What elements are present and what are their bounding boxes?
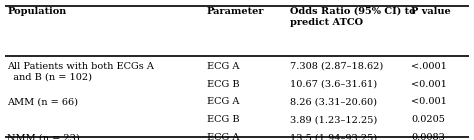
Text: <0.001: <0.001 (411, 97, 447, 106)
Text: ECG B: ECG B (207, 80, 239, 89)
Text: Population: Population (7, 7, 66, 16)
Text: 13.5 (1.94–93.25): 13.5 (1.94–93.25) (291, 133, 378, 140)
Text: P value: P value (411, 7, 451, 16)
Text: Parameter: Parameter (207, 7, 264, 16)
Text: ECG B: ECG B (207, 115, 239, 124)
Text: 8.26 (3.31–20.60): 8.26 (3.31–20.60) (291, 97, 377, 106)
Text: All Patients with both ECGs A
  and B (n = 102): All Patients with both ECGs A and B (n =… (7, 62, 154, 82)
Text: 0.0205: 0.0205 (411, 115, 445, 124)
Text: ECG A: ECG A (207, 62, 239, 71)
Text: <0.001: <0.001 (411, 80, 447, 89)
Text: 0.0083: 0.0083 (411, 133, 445, 140)
Text: ECG A: ECG A (207, 97, 239, 106)
Text: AMM (n = 66): AMM (n = 66) (7, 97, 78, 106)
Text: 10.67 (3.6–31.61): 10.67 (3.6–31.61) (291, 80, 378, 89)
Text: ECG A: ECG A (207, 133, 239, 140)
Text: Odds Ratio (95% CI) to
predict ATCO: Odds Ratio (95% CI) to predict ATCO (291, 7, 416, 27)
Text: 3.89 (1.23–12.25): 3.89 (1.23–12.25) (291, 115, 378, 124)
Text: 7.308 (2.87–18.62): 7.308 (2.87–18.62) (291, 62, 383, 71)
Text: <.0001: <.0001 (411, 62, 447, 71)
Text: NMM (n = 23): NMM (n = 23) (7, 133, 80, 140)
